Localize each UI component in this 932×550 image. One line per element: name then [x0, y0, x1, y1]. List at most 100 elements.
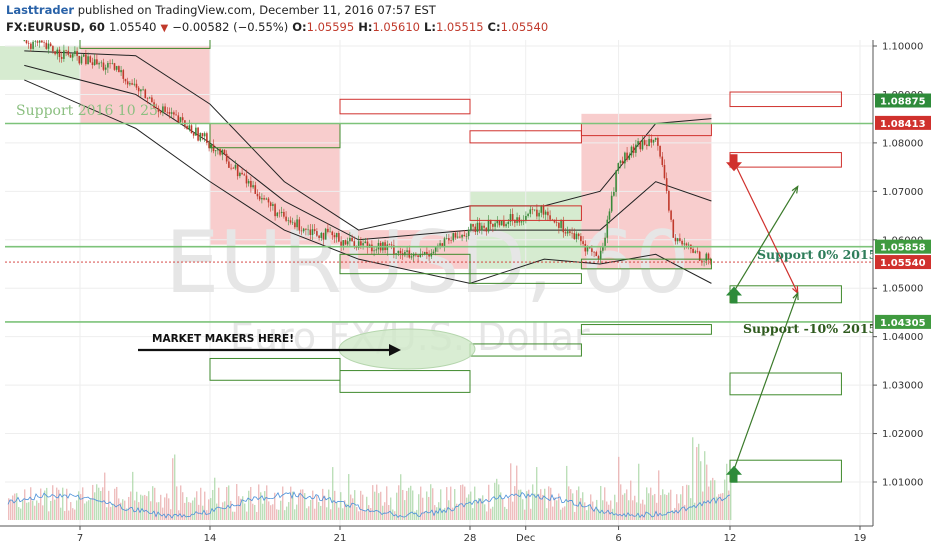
- volume-bar: [370, 508, 372, 520]
- volume-bar: [222, 502, 224, 520]
- volume-bar: [60, 507, 62, 520]
- volume-bar: [330, 509, 332, 520]
- volume-bar: [322, 488, 324, 520]
- volume-bar: [536, 467, 538, 520]
- author-link[interactable]: Lasttrader: [6, 3, 75, 17]
- candle-body: [36, 41, 39, 43]
- volume-bar: [348, 474, 350, 520]
- volume-bar: [10, 499, 12, 520]
- volume-bar: [462, 484, 464, 520]
- volume-bar: [564, 506, 566, 520]
- volume-bar: [538, 493, 540, 520]
- volume-bar: [296, 504, 298, 520]
- candle-body: [305, 228, 307, 230]
- volume-bar: [244, 503, 246, 520]
- candle-body: [296, 219, 298, 228]
- volume-bar: [528, 489, 530, 520]
- projection-arrow-line: [732, 292, 799, 473]
- candle-body: [467, 229, 470, 237]
- volume-bar: [710, 480, 712, 520]
- price-axis: 1.100001.090001.080001.070001.060001.050…: [872, 40, 932, 526]
- candle-body: [430, 253, 433, 257]
- box-green: [580, 324, 712, 335]
- volume-bar: [444, 507, 446, 520]
- candle-body: [509, 214, 512, 222]
- volume-bar: [50, 500, 52, 520]
- candle-body: [448, 238, 450, 241]
- symbol-label[interactable]: FX:EURUSD, 60: [6, 20, 105, 34]
- volume-bar: [598, 509, 600, 520]
- candle-body: [219, 149, 221, 155]
- volume-bar: [98, 487, 100, 520]
- volume-bar: [264, 491, 266, 520]
- volume-bar: [364, 510, 366, 520]
- volume-bar: [284, 510, 286, 520]
- volume-bar: [404, 500, 406, 520]
- volume-bar: [402, 489, 404, 520]
- volume-bar: [234, 511, 236, 520]
- support-2016-label: Support 2016 10 25: [16, 103, 158, 119]
- volume-bar: [138, 502, 140, 520]
- volume-bar: [654, 493, 656, 520]
- volume-bar: [128, 496, 130, 520]
- volume-bar: [106, 507, 108, 520]
- volume-bar: [248, 490, 250, 520]
- candle-body: [140, 89, 142, 92]
- candle-body: [476, 222, 479, 232]
- volume-bar: [578, 486, 580, 520]
- volume-bar: [40, 488, 42, 520]
- candle-body: [225, 153, 228, 162]
- volume-bar: [430, 484, 432, 520]
- volume-bar: [142, 495, 144, 520]
- volume-bar: [568, 486, 570, 520]
- candle-body: [393, 245, 395, 254]
- candle-body: [228, 161, 230, 168]
- volume-bar: [466, 497, 468, 520]
- volume-bar: [72, 508, 74, 520]
- volume-bar: [304, 493, 306, 520]
- volume-bar: [356, 507, 358, 520]
- candle-body: [505, 224, 507, 227]
- candle-body: [518, 217, 521, 223]
- volume-bar: [546, 508, 548, 520]
- candle-body: [692, 248, 694, 253]
- candle-body: [562, 220, 565, 233]
- ohlc-line: FX:EURUSD, 60 1.05540 ▼ −0.00582 (−0.55%…: [6, 20, 548, 34]
- volume-bar: [718, 494, 720, 520]
- volume-bar: [676, 494, 678, 520]
- candle-body: [533, 209, 536, 211]
- high-label: H:: [358, 20, 373, 34]
- volume-bar: [662, 489, 664, 520]
- volume-bar: [378, 493, 380, 520]
- candle-body: [234, 164, 237, 169]
- volume-bar: [636, 502, 638, 520]
- volume-bar: [526, 491, 528, 520]
- candle-body: [456, 236, 459, 238]
- box-red: [729, 91, 842, 108]
- candle-body: [49, 43, 52, 47]
- volume-bar: [218, 487, 220, 520]
- candle-body: [705, 253, 708, 261]
- volume-bar: [30, 487, 32, 520]
- candle-body: [269, 202, 272, 206]
- volume-bar: [62, 487, 64, 520]
- price-tags: 1.08875 1.08413 1.05858 1.05540 1.04305: [875, 93, 931, 329]
- candle-body: [445, 238, 448, 239]
- volume-bar: [426, 491, 428, 520]
- volume-bar: [318, 502, 320, 520]
- candle-body: [703, 260, 705, 262]
- volume-bar: [630, 480, 632, 520]
- volume-bar: [182, 492, 184, 520]
- box-red: [469, 205, 582, 221]
- volume-bar: [282, 486, 284, 520]
- volume-bar: [288, 502, 290, 520]
- candle-body: [188, 125, 191, 130]
- volume-bar: [338, 507, 340, 520]
- volume-bar: [144, 494, 146, 520]
- volume-bar: [360, 490, 362, 520]
- candle-body: [82, 54, 85, 57]
- candle-body: [195, 127, 197, 136]
- candle-body: [650, 138, 653, 143]
- volume-bar: [260, 492, 262, 520]
